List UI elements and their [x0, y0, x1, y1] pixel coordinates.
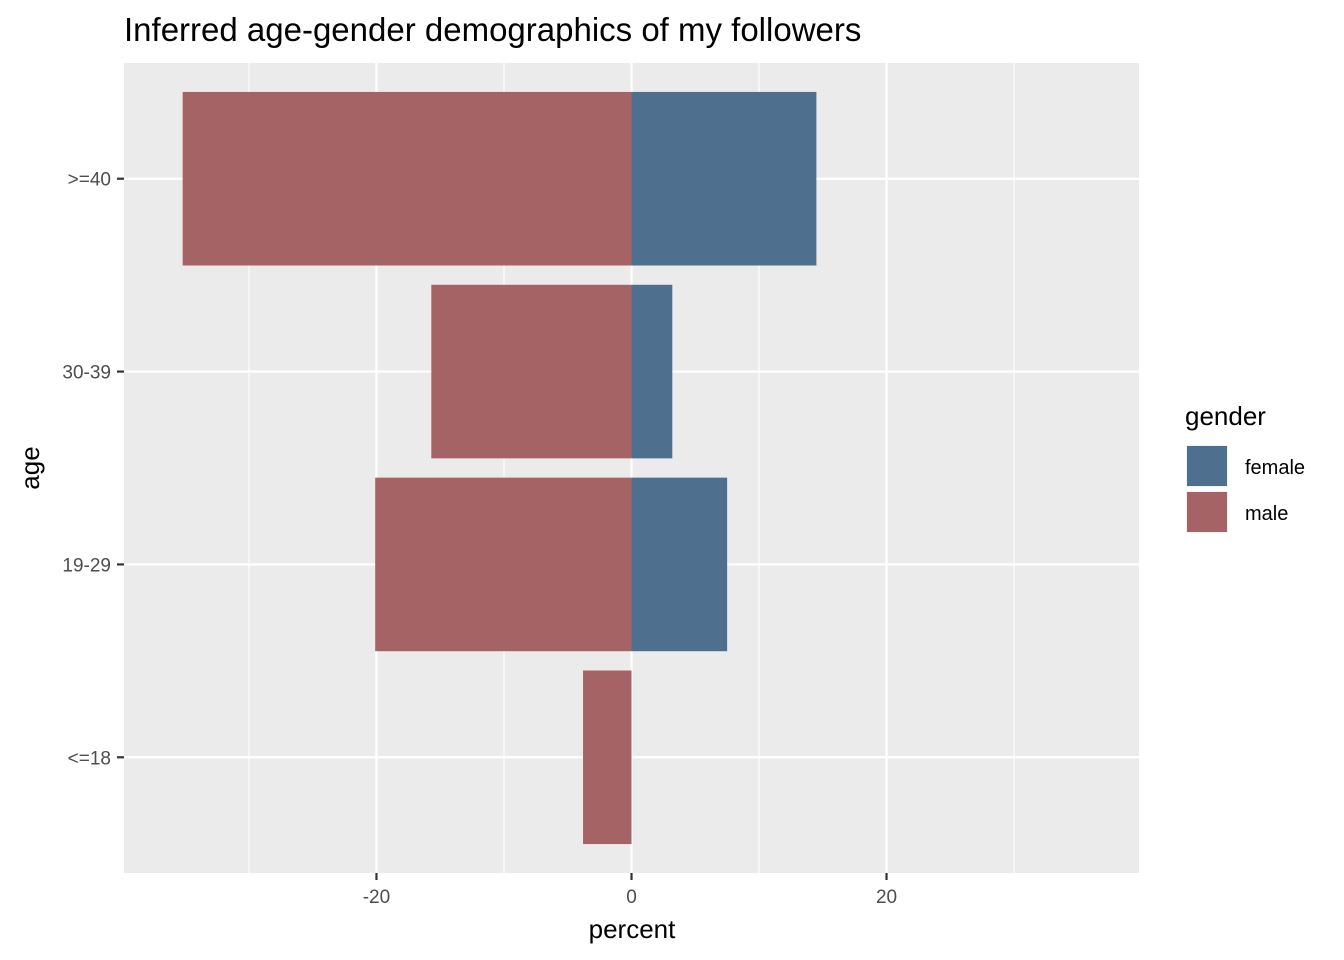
bar-male-30-39: [431, 284, 632, 459]
chart-title: Inferred age-gender demographics of my f…: [124, 11, 861, 48]
bar-female-19-29: [631, 477, 728, 652]
bar-male-19-29: [375, 477, 632, 652]
bar-female-30-39: [631, 284, 673, 459]
x-tick-label: 20: [876, 887, 897, 908]
bars: [182, 91, 817, 845]
legend-label: male: [1245, 503, 1288, 525]
bar-male-<=18: [583, 670, 632, 845]
x-tick-label: -20: [363, 887, 390, 908]
x-axis-title: percent: [589, 914, 676, 944]
y-tick-label: <=18: [68, 748, 111, 769]
bar-female->=40: [631, 91, 817, 266]
legend-key-male: [1187, 492, 1227, 532]
axes: <=18 19-29 30-39 >=40 -20 0 20: [62, 170, 897, 908]
legend-key-female: [1187, 446, 1227, 486]
x-tick-label: 0: [626, 887, 637, 908]
y-tick-label: 19-29: [62, 555, 111, 576]
legend-title: gender: [1185, 401, 1266, 431]
bar-male->=40: [182, 91, 632, 266]
y-tick-label: >=40: [68, 170, 111, 191]
y-tick-label: 30-39: [62, 363, 111, 384]
legend: gender female male: [1185, 401, 1305, 533]
y-axis-title: age: [15, 446, 45, 489]
legend-label: female: [1245, 457, 1305, 479]
